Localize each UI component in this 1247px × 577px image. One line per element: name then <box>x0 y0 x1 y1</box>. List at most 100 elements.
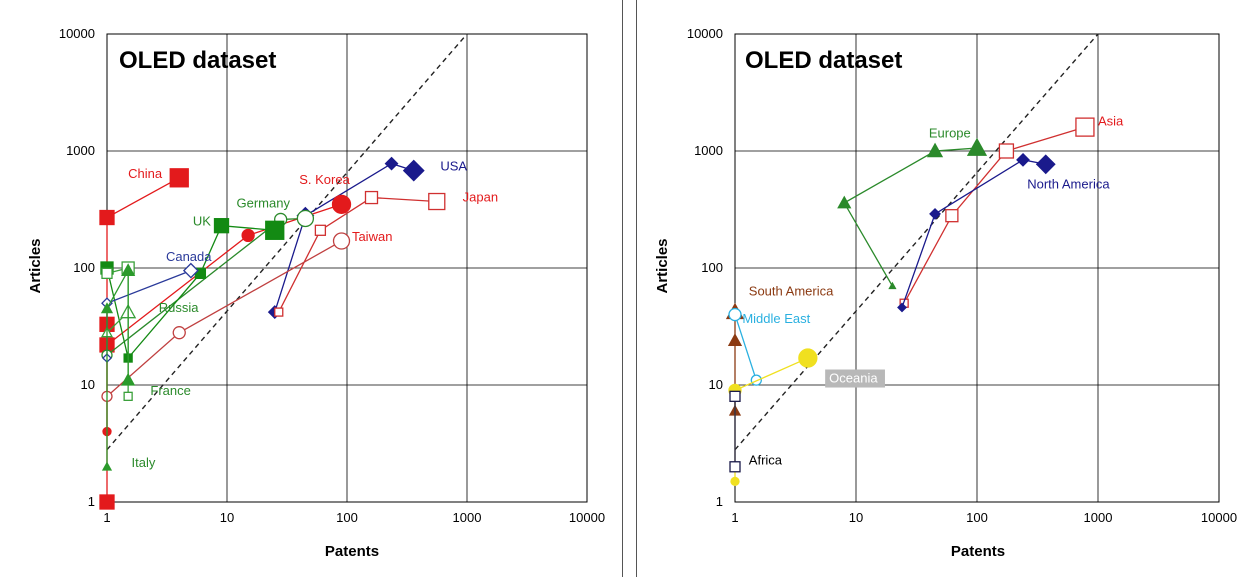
x-axis-title: Patents <box>951 543 1005 560</box>
series-label: S. Korea <box>299 172 350 187</box>
data-point <box>169 168 189 188</box>
series-label: Europe <box>929 126 971 141</box>
data-point <box>331 194 352 214</box>
x-tick-label: 1000 <box>1084 510 1113 525</box>
series-uk <box>100 218 285 363</box>
data-point <box>99 209 115 226</box>
x-tick-label: 100 <box>336 510 358 525</box>
series-taiwan <box>101 232 351 402</box>
data-point <box>929 207 941 220</box>
series-line <box>843 147 978 287</box>
series-label: Middle East <box>742 311 810 326</box>
data-point <box>402 159 425 182</box>
series-label: USA <box>440 159 467 174</box>
reference-diagonal-line <box>106 33 468 451</box>
x-tick-label: 10 <box>220 510 234 525</box>
x-axis-title: Patents <box>325 543 379 560</box>
data-point <box>729 390 741 402</box>
x-tick-label: 1 <box>731 510 738 525</box>
data-point <box>945 209 959 223</box>
chart-title: OLED dataset <box>745 47 902 74</box>
data-point <box>729 461 741 473</box>
right-chart-svg: 1 10 100 1000 10000 1 10 100 1000 10000 Europe Asia… <box>654 26 1237 560</box>
data-point <box>99 494 115 510</box>
x-tick-label: 10000 <box>1201 510 1237 525</box>
data-point <box>1075 117 1095 137</box>
y-axis-title: Articles <box>654 238 671 293</box>
data-point <box>727 333 743 346</box>
x-tick-label: 100 <box>966 510 988 525</box>
series-label: Oceania <box>829 371 878 386</box>
data-point <box>998 143 1015 159</box>
series-middle-east <box>728 307 762 386</box>
series-line <box>901 159 1046 308</box>
plot-area: 1 10 100 1000 10000 1 10 100 1000 10000 USA China S.… <box>59 26 605 525</box>
data-point <box>101 461 113 471</box>
series-label: China <box>128 166 163 181</box>
series-line <box>278 196 437 313</box>
series-line <box>274 162 414 313</box>
data-point <box>101 267 113 280</box>
series-label: Asia <box>1098 114 1124 129</box>
plot-area: 1 10 100 1000 10000 1 10 100 1000 10000 Europe Asia… <box>687 26 1237 525</box>
left-chart-panel: 1 10 100 1000 10000 1 10 100 1000 10000 USA China S.… <box>0 0 623 577</box>
series-label: Germany <box>237 195 291 210</box>
data-point <box>121 372 136 386</box>
series-label: Japan <box>463 190 498 205</box>
series-label: Italy <box>131 455 155 470</box>
series-line <box>734 314 757 381</box>
y-axis-title: Articles <box>27 238 44 293</box>
x-tick-label: 10000 <box>569 510 605 525</box>
y-tick-label: 1 <box>716 494 723 509</box>
series-label: Russia <box>159 300 200 315</box>
reference-diagonal-line <box>734 33 1099 451</box>
series-north-america <box>897 152 1056 313</box>
data-point <box>926 142 944 158</box>
series-line <box>106 268 129 467</box>
series-japan <box>274 190 446 317</box>
series-label: France <box>150 383 190 398</box>
data-point <box>798 348 818 368</box>
label-background <box>825 369 885 388</box>
data-point <box>274 307 284 317</box>
y-tick-label: 10 <box>709 377 723 392</box>
y-tick-label: 10000 <box>687 26 723 41</box>
data-point <box>123 391 133 401</box>
data-point <box>837 195 852 209</box>
y-tick-label: 1000 <box>694 143 723 158</box>
series-label: UK <box>193 214 211 229</box>
data-point <box>966 137 988 156</box>
series-africa <box>729 390 741 473</box>
y-tick-label: 100 <box>701 260 723 275</box>
data-point <box>182 262 199 279</box>
data-point <box>1035 154 1056 175</box>
series-label: Canada <box>166 249 212 264</box>
y-tick-label: 1000 <box>66 143 95 158</box>
data-point <box>897 302 907 313</box>
data-point <box>384 156 399 171</box>
series-line <box>903 126 1086 304</box>
data-point <box>172 326 186 340</box>
series-label: Taiwan <box>352 229 392 244</box>
data-point <box>728 307 742 322</box>
series-label: North America <box>1027 176 1110 191</box>
series-italy <box>100 263 136 471</box>
data-point <box>1016 152 1030 167</box>
chart-title: OLED dataset <box>119 47 276 74</box>
data-point <box>265 220 285 240</box>
data-point <box>314 224 327 236</box>
x-tick-label: 10 <box>849 510 863 525</box>
data-point <box>121 263 136 277</box>
data-point <box>241 228 255 243</box>
x-tick-label: 1 <box>103 510 110 525</box>
data-point <box>332 232 351 250</box>
data-point <box>213 218 230 234</box>
right-chart-panel: 1 10 100 1000 10000 1 10 100 1000 10000 Europe Asia… <box>636 0 1247 577</box>
data-point <box>750 374 762 386</box>
y-tick-label: 1 <box>88 494 95 509</box>
series-label: South America <box>749 284 834 299</box>
x-tick-label: 1000 <box>453 510 482 525</box>
data-point <box>296 209 315 228</box>
series-label: Africa <box>749 452 783 467</box>
data-point <box>888 281 897 290</box>
